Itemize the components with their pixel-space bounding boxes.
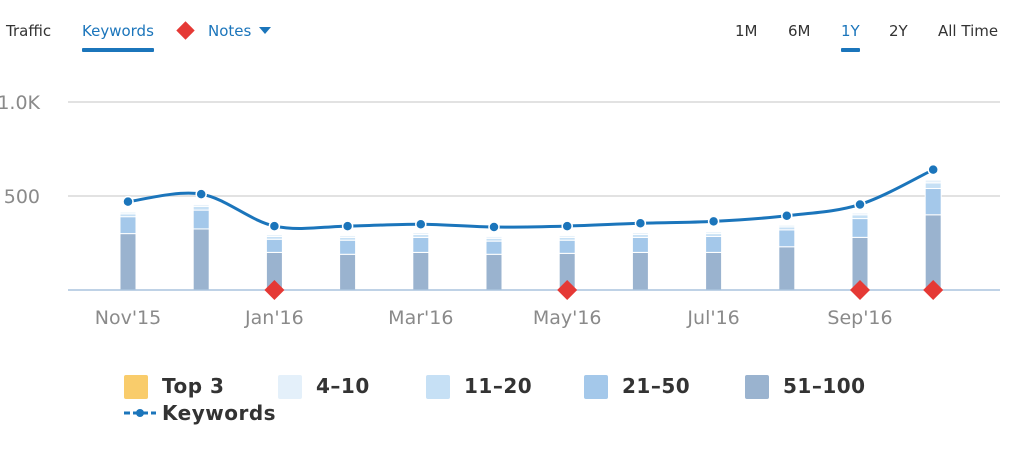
- legend-item-4-10[interactable]: 4–10: [278, 374, 370, 399]
- legend-item-11-20[interactable]: 11–20: [426, 374, 533, 399]
- tab-keywords[interactable]: Keywords: [82, 22, 154, 52]
- bar-segment-11-20: [851, 214, 869, 220]
- range-2y[interactable]: 2Y: [889, 22, 908, 40]
- keywords-data-point: [854, 198, 866, 211]
- x-tick-label: Nov'15: [95, 307, 161, 329]
- bar-segment-4-10: [339, 234, 357, 238]
- bar-segment-21-50: [339, 239, 357, 255]
- bar-segment-21-50: [631, 236, 649, 253]
- keywords-data-point: [781, 209, 793, 222]
- range-6m[interactable]: 6M: [788, 22, 811, 40]
- legend-label-11-20: 11–20: [464, 374, 533, 398]
- x-tick-label: Jan'16: [244, 307, 304, 329]
- chart-tab-bar: Traffic Keywords Notes 1M 6M 1Y 2Y All T…: [0, 0, 1024, 60]
- bar-segment-4-10: [265, 234, 283, 237]
- legend-label-4-10: 4–10: [316, 374, 370, 398]
- bar-segment-21-50: [485, 240, 503, 255]
- x-tick-label: May'16: [533, 307, 602, 329]
- bar-segment-21-50: [924, 187, 942, 216]
- legend-item-51-100[interactable]: 51–100: [745, 374, 866, 399]
- keywords-data-point: [488, 221, 500, 233]
- bar-segment-51-100: [924, 214, 942, 291]
- keywords-data-point: [195, 188, 207, 200]
- bar-segment-4-10: [558, 234, 576, 238]
- bar-segment-21-50: [778, 229, 796, 248]
- bar-segment-51-100: [192, 228, 210, 291]
- chevron-down-icon: [259, 27, 272, 34]
- bar-segment-4-10: [851, 212, 869, 216]
- y-tick-label: 1.0K: [0, 92, 41, 114]
- keywords-data-point: [707, 215, 720, 228]
- bar-segment-51-100: [631, 251, 649, 291]
- keywords-data-point: [341, 220, 354, 232]
- legend-swatch-11-20: [426, 375, 450, 399]
- bar-segment-4-10: [119, 211, 137, 215]
- bar-segment-51-100: [412, 251, 430, 291]
- bar-segment-4-10: [924, 179, 942, 184]
- bar-segment-11-20: [192, 205, 210, 211]
- legend-swatch-4-10: [278, 375, 302, 399]
- range-1y[interactable]: 1Y: [841, 22, 860, 52]
- x-tick-label: Sep'16: [827, 307, 892, 329]
- keywords-data-point: [634, 217, 647, 230]
- tab-keywords-label: Keywords: [82, 22, 154, 40]
- legend-keywords-line-icon: [124, 409, 156, 417]
- notes-diamond-icon: [176, 21, 195, 40]
- note-marker-icon: [557, 280, 578, 300]
- legend-item-21-50[interactable]: 21–50: [584, 374, 691, 399]
- bar-segment-21-50: [558, 239, 576, 254]
- keywords-data-point: [122, 195, 134, 208]
- bar-segment-4-10: [631, 232, 649, 236]
- legend-swatch-51-100: [745, 375, 769, 399]
- legend-label-top3: Top 3: [162, 374, 225, 398]
- y-tick-label: 500: [4, 186, 40, 208]
- x-tick-label: Mar'16: [388, 307, 453, 329]
- note-marker-icon: [850, 280, 870, 300]
- keywords-data-point: [268, 220, 281, 232]
- active-tab-underline: [82, 48, 154, 52]
- bar-segment-51-100: [339, 253, 357, 291]
- bar-segment-21-50: [705, 235, 723, 253]
- bar-segment-4-10: [778, 224, 796, 228]
- keywords-chart: 1.0K 500 Nov'15 Jan'16 Mar'16 May'16 Jul'16 Sep…: [0, 92, 1000, 329]
- bar-segment-21-50: [192, 209, 210, 230]
- bar-segment-4-10: [192, 203, 210, 207]
- bar-segment-51-100: [778, 246, 796, 291]
- legend-swatch-top3: [124, 375, 148, 399]
- bar-segment-21-50: [265, 238, 283, 253]
- note-marker-icon: [264, 280, 285, 300]
- range-1m[interactable]: 1M: [735, 22, 758, 40]
- keywords-data-point: [415, 218, 427, 230]
- bar-segment-21-50: [119, 216, 137, 235]
- bar-segment-21-50: [412, 236, 430, 253]
- bar-segment-51-100: [705, 251, 723, 291]
- bar-segment-51-100: [119, 233, 137, 291]
- bar-segment-21-50: [851, 218, 869, 238]
- legend-label-keywords: Keywords: [162, 401, 277, 425]
- range-1y-label: 1Y: [841, 22, 860, 40]
- x-tick-label: Jul'16: [686, 307, 739, 329]
- notes-dropdown[interactable]: Notes: [208, 22, 272, 40]
- active-range-underline: [841, 48, 860, 52]
- bar-segment-11-20: [924, 182, 942, 189]
- bar-segment-4-10: [705, 231, 723, 235]
- tab-traffic[interactable]: Traffic: [6, 22, 52, 40]
- note-marker-icon: [923, 280, 944, 300]
- legend-label-21-50: 21–50: [622, 374, 691, 398]
- keywords-data-point: [561, 220, 573, 232]
- bar-segment-4-10: [412, 232, 430, 236]
- bar-segment-51-100: [485, 253, 503, 291]
- keywords-series-line: [127, 168, 934, 231]
- legend-swatch-21-50: [584, 375, 608, 399]
- notes-dropdown-label: Notes: [208, 22, 252, 40]
- bar-segment-4-10: [485, 235, 503, 239]
- legend-item-top3[interactable]: Top 3: [124, 374, 225, 399]
- keywords-data-point: [927, 163, 939, 176]
- legend-label-51-100: 51–100: [783, 374, 866, 398]
- legend-item-keywords[interactable]: Keywords: [162, 401, 276, 425]
- range-all-time[interactable]: All Time: [938, 22, 999, 40]
